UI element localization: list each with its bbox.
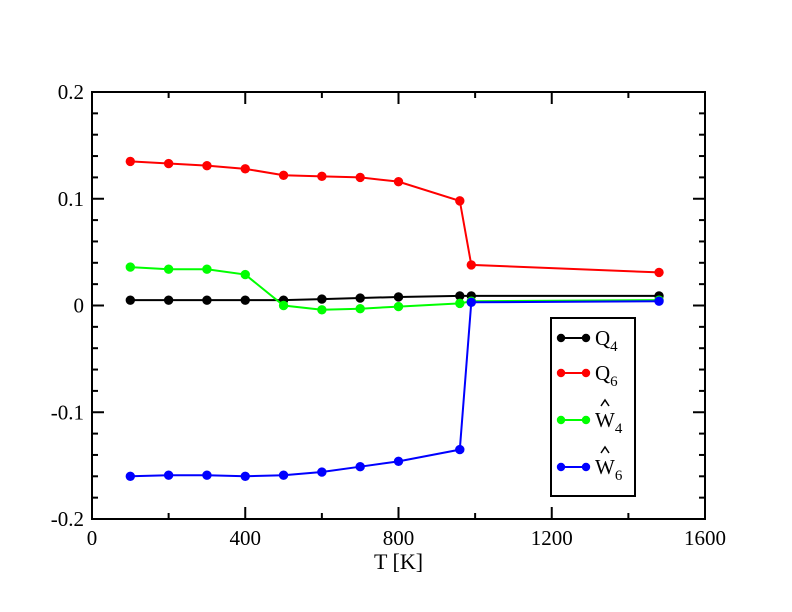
x-tick-label: 400 xyxy=(230,526,262,550)
data-point xyxy=(394,177,402,185)
data-point xyxy=(456,445,464,453)
data-point xyxy=(279,171,287,179)
data-point xyxy=(126,157,134,165)
legend-marker xyxy=(557,369,565,377)
data-point xyxy=(126,296,134,304)
data-point xyxy=(318,306,326,314)
y-tick-label: -0.1 xyxy=(51,400,84,424)
data-point xyxy=(203,161,211,169)
data-point xyxy=(356,462,364,470)
data-point xyxy=(356,305,364,313)
y-tick-label: 0.1 xyxy=(58,187,84,211)
data-point xyxy=(456,299,464,307)
legend-marker xyxy=(582,416,590,424)
data-point xyxy=(164,265,172,273)
data-point xyxy=(356,294,364,302)
data-point xyxy=(203,296,211,304)
x-axis-title: T [K] xyxy=(374,549,423,574)
legend-marker xyxy=(557,416,565,424)
x-tick-label: 800 xyxy=(383,526,415,550)
chart: 0 400 800 1200 1600 -0.2 -0.1 0 0.1 0.2 T [K] Q4Q… xyxy=(0,0,792,612)
data-point xyxy=(279,471,287,479)
data-point xyxy=(241,165,249,173)
data-point xyxy=(394,293,402,301)
x-tick-label: 0 xyxy=(87,526,98,550)
data-point xyxy=(164,296,172,304)
data-point xyxy=(126,472,134,480)
data-point xyxy=(241,270,249,278)
data-point xyxy=(467,298,475,306)
data-point xyxy=(356,173,364,181)
data-point xyxy=(279,301,287,309)
data-point xyxy=(203,265,211,273)
data-point xyxy=(318,468,326,476)
legend-marker xyxy=(557,334,565,342)
data-point xyxy=(655,297,663,305)
legend-marker xyxy=(557,463,565,471)
legend-marker xyxy=(582,463,590,471)
data-point xyxy=(164,471,172,479)
data-point xyxy=(318,172,326,180)
y-tick-label: -0.2 xyxy=(51,507,84,531)
x-tick-label: 1200 xyxy=(531,526,573,550)
data-point xyxy=(655,268,663,276)
y-tick-label: 0.2 xyxy=(58,80,84,104)
data-point xyxy=(394,302,402,310)
data-point xyxy=(164,159,172,167)
legend-marker xyxy=(582,369,590,377)
data-point xyxy=(126,263,134,271)
legend-marker xyxy=(582,334,590,342)
data-point xyxy=(394,457,402,465)
data-point xyxy=(241,296,249,304)
data-point xyxy=(318,295,326,303)
x-tick-label: 1600 xyxy=(684,526,726,550)
y-tick-label: 0 xyxy=(74,294,85,318)
data-point xyxy=(456,197,464,205)
data-point xyxy=(203,471,211,479)
data-point xyxy=(467,261,475,269)
data-point xyxy=(241,472,249,480)
